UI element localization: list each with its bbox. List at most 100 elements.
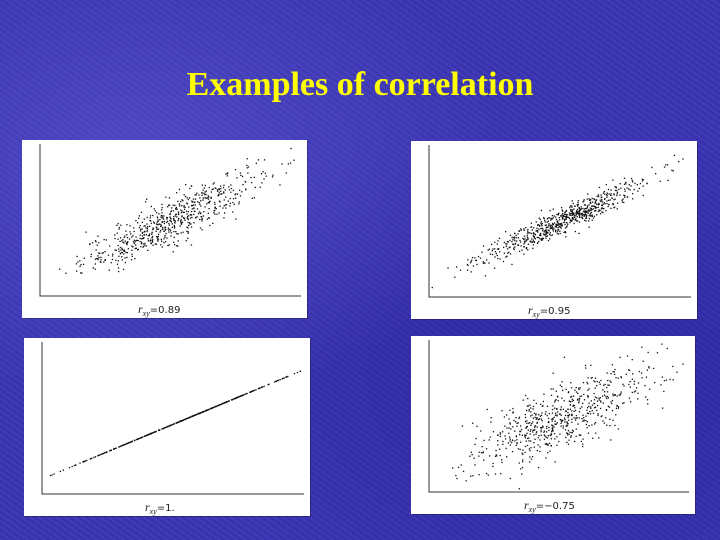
scatter-point [175, 422, 177, 424]
scatter-point [148, 233, 151, 235]
scatter-point [186, 417, 188, 420]
scatter-point [540, 224, 543, 226]
scatter-point [578, 206, 580, 209]
scatter-point [548, 442, 551, 444]
scatter-point [198, 202, 200, 204]
scatter-point [586, 205, 589, 207]
scatter-point [551, 234, 554, 236]
scatter-point [583, 393, 585, 396]
scatter-point [588, 402, 590, 404]
scatter-point [447, 267, 449, 269]
scatter-point [558, 212, 560, 214]
scatter-point [560, 406, 562, 408]
scatter-point [173, 226, 176, 228]
scatter-point [524, 420, 527, 423]
scatter-point [158, 213, 160, 215]
scatter-area [428, 340, 689, 493]
scatter-point [502, 260, 505, 263]
scatter-point [646, 369, 648, 371]
scatter-point [472, 475, 474, 477]
scatter-point [671, 169, 673, 171]
scatter-point [521, 249, 523, 251]
scatter-point [189, 223, 191, 225]
scatter-point [204, 184, 206, 187]
scatter-point [614, 394, 616, 396]
scatter-point [567, 443, 570, 445]
scatter-point [609, 199, 611, 201]
scatter-point [144, 201, 147, 203]
scatter-point [496, 243, 498, 245]
scatter-point [598, 203, 600, 205]
scatter-point [672, 379, 674, 381]
scatter-point [162, 218, 165, 220]
scatter-point [246, 392, 248, 395]
scatter-point [514, 246, 516, 248]
scatter-point [168, 197, 171, 199]
scatter-point [533, 399, 535, 401]
scatter-point [604, 391, 606, 393]
scatter-point [197, 212, 200, 215]
scatter-point [142, 237, 145, 240]
scatter-point [676, 371, 678, 373]
scatter-point [609, 418, 611, 420]
scatter-point [102, 452, 105, 455]
scatter-point [173, 236, 175, 238]
scatter-point [524, 435, 526, 437]
scatter-point [509, 246, 511, 248]
scatter-point [481, 446, 483, 448]
scatter-point [173, 218, 175, 221]
scatter-point [192, 198, 195, 200]
scatter-point [539, 439, 541, 441]
scatter-point [598, 195, 600, 198]
scatter-point [551, 427, 554, 429]
scatter-point [148, 225, 151, 227]
scatter-point [533, 442, 535, 444]
scatter-point [581, 418, 583, 420]
scatter-point [524, 238, 526, 240]
scatter-point [577, 213, 579, 215]
scatter-point [147, 240, 150, 242]
scatter-point [595, 432, 597, 434]
scatter-point [561, 397, 563, 399]
scatter-point [196, 208, 199, 210]
scatter-point [573, 410, 575, 412]
scatter-point [152, 227, 154, 229]
scatter-point [483, 262, 485, 264]
scatter-point [557, 214, 559, 216]
scatter-point [581, 406, 583, 408]
scatter-point [556, 395, 559, 397]
scatter-point [105, 239, 107, 241]
scatter-point [536, 236, 538, 238]
scatter-point [204, 206, 206, 208]
correlation-value: =0.95 [539, 306, 571, 317]
scatter-point [506, 243, 508, 245]
correlation-caption: rxy=−0.75 [524, 498, 575, 514]
scatter-point [512, 407, 514, 410]
scatter-point [592, 217, 595, 219]
scatter-point [567, 391, 570, 393]
scatter-point [168, 231, 170, 233]
scatter-point [588, 209, 590, 211]
scatter-point [251, 182, 253, 184]
scatter-point [59, 268, 61, 270]
scatter-point [521, 473, 523, 475]
scatter-point [503, 416, 506, 418]
scatter-point [491, 250, 493, 252]
scatter-point [594, 377, 597, 379]
scatter-point [561, 210, 564, 212]
scatter-point [140, 211, 143, 213]
scatter-point [548, 230, 550, 232]
scatter-point [626, 196, 629, 198]
scatter-point [183, 194, 185, 196]
scatter-point [89, 243, 91, 246]
scatter-point [682, 363, 684, 365]
scatter-point [565, 410, 567, 412]
scatter-point [104, 452, 106, 454]
scatter-point [460, 464, 462, 466]
scatter-point [561, 224, 563, 226]
scatter-point [570, 214, 572, 216]
scatter-point [205, 190, 207, 192]
scatter-point [165, 196, 167, 198]
scatter-point [560, 425, 562, 427]
scatter-area [41, 342, 304, 495]
